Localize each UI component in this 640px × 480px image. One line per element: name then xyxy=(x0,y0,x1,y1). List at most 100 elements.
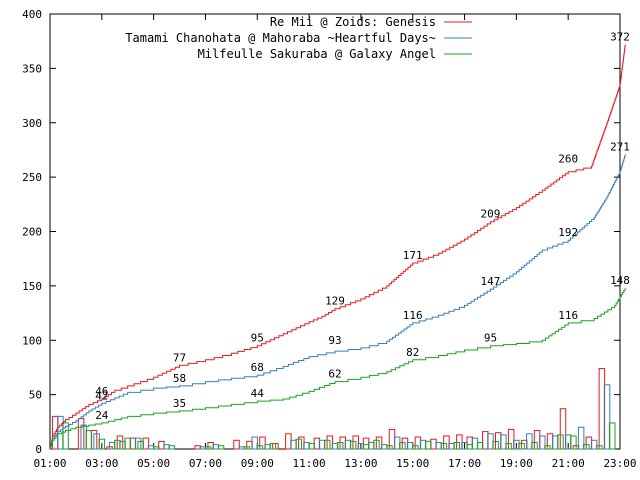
data-labels: 46 77 95 129 171 209 260 372 42 58 68 93 116 147 192 27… xyxy=(95,30,630,421)
hist-bar-series-2 xyxy=(406,441,414,450)
hist-bar-series-3 xyxy=(373,439,380,450)
hist-bar-series-3 xyxy=(168,445,176,450)
hist-bar-series-2 xyxy=(471,437,479,450)
data-label-series-2: 42 xyxy=(95,389,108,402)
histograms xyxy=(51,368,616,450)
hist-bar-series-2 xyxy=(500,434,507,450)
hist-bar-series-2 xyxy=(212,444,220,450)
hist-bar-series-2 xyxy=(603,384,611,450)
data-label-series-1: 77 xyxy=(173,351,186,364)
hist-bar-series-2 xyxy=(344,439,352,450)
y-tick-label: 350 xyxy=(22,62,42,75)
legend-label-series-1: Re Mii @ Zoids: Genesis xyxy=(270,15,436,29)
hist-bar-series-2 xyxy=(290,439,297,450)
y-tick-label: 200 xyxy=(22,226,42,239)
hist-bar-series-3 xyxy=(440,443,448,450)
data-label-series-2: 116 xyxy=(403,309,423,322)
hist-bar-series-3 xyxy=(114,439,121,450)
hist-bar-series-3 xyxy=(399,441,406,450)
data-label-series-3: 82 xyxy=(406,346,419,359)
x-tick-label: 13:00 xyxy=(344,457,377,470)
hist-bar-series-3 xyxy=(544,445,551,450)
hist-bar-series-2 xyxy=(331,443,339,450)
series-lines xyxy=(49,44,626,450)
hist-bar-series-3 xyxy=(362,444,370,450)
legend: Re Mii @ Zoids: Genesis Tamami Chanohata … xyxy=(125,15,472,61)
hist-bar-series-3 xyxy=(466,444,473,450)
hist-bar-series-3 xyxy=(531,441,538,450)
data-label-series-1: 372 xyxy=(610,30,630,43)
hist-bar-series-3 xyxy=(453,441,461,450)
series-line-3 xyxy=(50,288,626,450)
hist-bar-series-1 xyxy=(285,433,292,450)
data-label-series-1: 209 xyxy=(481,208,501,221)
hist-bar-series-1 xyxy=(430,438,437,450)
hist-bar-series-2 xyxy=(526,433,533,450)
hist-bar-series-2 xyxy=(539,435,546,450)
hist-bar-series-2 xyxy=(163,444,170,450)
x-tick-label: 15:00 xyxy=(396,457,429,470)
hist-bar-series-3 xyxy=(596,445,603,450)
hist-bar-series-3 xyxy=(608,422,616,450)
hist-bar-series-3 xyxy=(505,443,512,450)
hist-bar-series-3 xyxy=(204,446,212,450)
hist-bar-series-1 xyxy=(482,431,489,450)
x-tick-label: 11:00 xyxy=(293,457,326,470)
hist-bar-series-3 xyxy=(295,438,302,450)
hist-bar-series-3 xyxy=(62,422,69,450)
data-label-series-2: 192 xyxy=(558,226,578,239)
hist-bar-series-2 xyxy=(380,444,388,450)
hist-bar-series-3 xyxy=(269,443,277,450)
y-tick-label: 150 xyxy=(22,280,42,293)
x-tick-label: 17:00 xyxy=(448,457,481,470)
y-tick-label: 100 xyxy=(22,334,42,347)
series-line-1 xyxy=(49,44,626,450)
x-tick-label: 09:00 xyxy=(241,457,274,470)
hist-bar-series-1 xyxy=(598,368,606,450)
hist-bar-series-3 xyxy=(349,440,357,450)
hist-bar-series-1 xyxy=(233,439,240,450)
hist-bar-series-2 xyxy=(590,439,598,450)
data-label-series-1: 129 xyxy=(325,295,345,308)
hist-bar-series-3 xyxy=(476,441,484,450)
hist-bar-series-3 xyxy=(336,441,344,450)
hist-bar-series-3 xyxy=(412,445,419,450)
hist-bar-series-3 xyxy=(256,445,264,450)
y-tick-label: 250 xyxy=(22,171,42,184)
hist-bar-series-3 xyxy=(425,440,432,450)
data-label-series-1: 171 xyxy=(403,249,423,262)
hist-bar-series-3 xyxy=(557,434,564,450)
hist-bar-series-2 xyxy=(419,439,427,450)
data-label-series-3: 116 xyxy=(558,309,578,322)
hist-bar-series-3 xyxy=(98,438,106,450)
hist-bar-series-2 xyxy=(435,441,442,450)
hist-bar-series-1 xyxy=(313,437,321,450)
hist-bar-series-3 xyxy=(152,446,160,450)
hist-bar-series-1 xyxy=(466,436,473,450)
x-tick-label: 23:00 xyxy=(603,457,636,470)
x-tick-label: 05:00 xyxy=(137,457,170,470)
hist-bar-series-2 xyxy=(577,426,585,450)
hist-bar-series-3 xyxy=(570,435,577,450)
hist-bar-series-2 xyxy=(551,435,559,450)
data-label-series-2: 93 xyxy=(328,334,341,347)
data-label-series-3: 24 xyxy=(95,409,109,422)
hist-bar-series-3 xyxy=(217,445,225,450)
data-label-series-3: 62 xyxy=(328,368,341,381)
data-label-series-3: 148 xyxy=(610,274,630,287)
hist-bar-series-1 xyxy=(362,437,370,450)
hist-bar-series-1 xyxy=(194,445,201,450)
y-tick-label: 50 xyxy=(29,389,42,402)
data-label-series-1: 95 xyxy=(251,332,264,345)
hist-bar-series-3 xyxy=(492,440,499,450)
hist-bar-series-1 xyxy=(158,440,165,450)
hist-bar-series-2 xyxy=(303,441,310,450)
hist-bar-series-2 xyxy=(264,444,271,450)
hist-bar-series-2 xyxy=(251,436,258,450)
data-label-series-2: 68 xyxy=(251,361,264,374)
x-tick-label: 21:00 xyxy=(552,457,585,470)
x-tick-label: 03:00 xyxy=(85,457,118,470)
axes: 0 50 100 150 200 250 300 350 400 01:00 03:00 05:00 0… xyxy=(22,8,636,470)
hist-bar-series-2 xyxy=(487,433,494,450)
legend-label-series-2: Tamami Chanohata @ Mahoraba ~Heartful Da… xyxy=(125,31,436,45)
